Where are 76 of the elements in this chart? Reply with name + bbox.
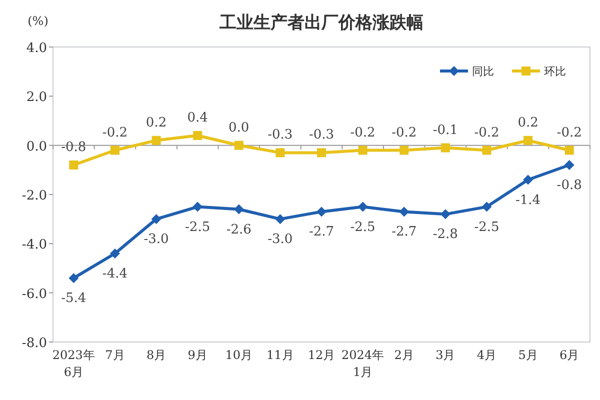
x-tick-label: 2023年 6月 xyxy=(52,348,95,379)
chart-title: 工业生产者出厂价格涨跌幅 xyxy=(218,13,424,33)
point xyxy=(358,202,368,212)
data-label: -0.2 xyxy=(102,125,128,140)
point xyxy=(564,160,574,170)
data-label: -2.5 xyxy=(350,220,376,235)
point xyxy=(110,248,120,258)
data-label: -0.8 xyxy=(61,140,86,155)
data-label: 0.0 xyxy=(228,120,250,136)
data-label: 0.2 xyxy=(146,115,167,130)
data-label: -1.4 xyxy=(516,192,541,208)
x-tick-label: 10月 xyxy=(225,348,253,362)
data-label: -3.0 xyxy=(268,232,293,248)
data-label: -2.6 xyxy=(226,222,252,238)
point xyxy=(524,136,533,145)
x-tick-label: 3月 xyxy=(436,348,456,362)
data-label: -2.5 xyxy=(474,220,500,235)
legend-label: 同比 xyxy=(472,65,494,78)
point xyxy=(151,214,162,224)
point xyxy=(358,146,368,155)
x-tick-label: 11月 xyxy=(266,348,294,362)
y-axis-title: (%) xyxy=(28,14,48,28)
data-label: -2.8 xyxy=(432,227,458,242)
data-label: -0.2 xyxy=(556,125,582,140)
data-label: -0.1 xyxy=(432,122,458,138)
point xyxy=(400,146,409,155)
data-label: -2.5 xyxy=(185,220,210,235)
data-label: -5.4 xyxy=(61,291,86,306)
point xyxy=(399,206,410,217)
data-label: -4.4 xyxy=(102,266,128,282)
x-tick-label: 5月 xyxy=(518,348,538,362)
data-label: -2.7 xyxy=(392,224,417,240)
data-label: 0.4 xyxy=(187,110,208,126)
data-label: -0.3 xyxy=(268,128,293,143)
y-tick-label: 4.0 xyxy=(26,41,47,56)
point xyxy=(276,148,285,158)
data-label: -0.2 xyxy=(474,125,500,140)
point xyxy=(234,204,244,214)
point xyxy=(564,146,574,155)
point xyxy=(152,136,161,145)
point xyxy=(69,160,78,170)
x-tick-label: 4月 xyxy=(476,348,497,362)
point xyxy=(482,202,492,212)
y-tick-label: -8.0 xyxy=(22,336,47,351)
point xyxy=(68,273,79,284)
y-tick-label: -2.0 xyxy=(22,188,47,204)
data-label: -0.3 xyxy=(308,128,334,143)
point xyxy=(482,146,492,155)
x-tick-label: 6月 xyxy=(560,348,580,362)
x-tick-label: 9月 xyxy=(188,348,208,362)
point xyxy=(317,148,326,158)
x-tick-label: 12月 xyxy=(308,348,336,362)
point xyxy=(440,209,450,220)
point xyxy=(440,143,450,152)
data-label: -0.2 xyxy=(392,125,417,140)
point xyxy=(316,206,326,217)
x-tick-label: 2024年 1月 xyxy=(342,348,384,379)
legend-label: 环比 xyxy=(544,65,566,78)
x-tick-label: 7月 xyxy=(105,348,125,362)
x-tick-label: 8月 xyxy=(146,348,166,362)
y-tick-label: 2.0 xyxy=(26,90,47,106)
data-label: 0.2 xyxy=(518,115,538,130)
data-label: -0.8 xyxy=(556,178,582,193)
data-label: -3.0 xyxy=(144,232,169,248)
point xyxy=(110,146,120,155)
y-tick-label: 0.0 xyxy=(26,139,47,154)
y-tick-label: -6.0 xyxy=(22,286,47,302)
x-tick-label: 2月 xyxy=(394,348,414,362)
data-label: -2.7 xyxy=(308,224,334,240)
point xyxy=(523,174,534,185)
point xyxy=(234,140,244,150)
point xyxy=(193,131,202,140)
point xyxy=(192,202,203,212)
data-label: -0.2 xyxy=(350,125,376,140)
point xyxy=(275,214,286,224)
y-tick-label: -4.0 xyxy=(22,238,47,253)
